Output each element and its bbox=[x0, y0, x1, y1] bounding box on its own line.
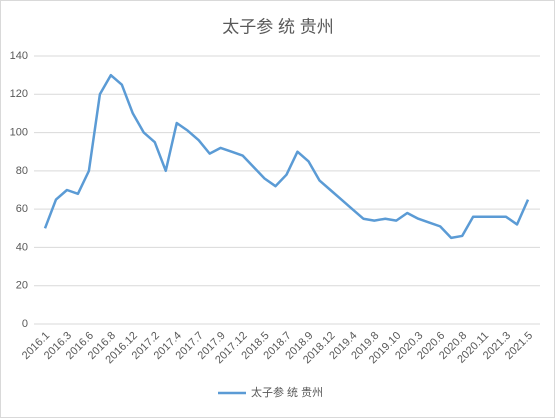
legend-label: 太子参 统 贵州 bbox=[251, 385, 323, 399]
y-tick-label: 0 bbox=[22, 318, 28, 330]
y-tick-label: 140 bbox=[10, 50, 28, 62]
line-series bbox=[43, 73, 530, 240]
y-tick-label: 40 bbox=[16, 241, 28, 253]
y-tick-label: 100 bbox=[10, 126, 28, 138]
y-tick-label: 80 bbox=[16, 165, 28, 177]
y-tick-label: 20 bbox=[16, 280, 28, 292]
y-tick-label: 120 bbox=[10, 88, 28, 100]
chart-title: 太子参 统 贵州 bbox=[222, 17, 333, 36]
y-tick-label: 60 bbox=[16, 203, 28, 215]
